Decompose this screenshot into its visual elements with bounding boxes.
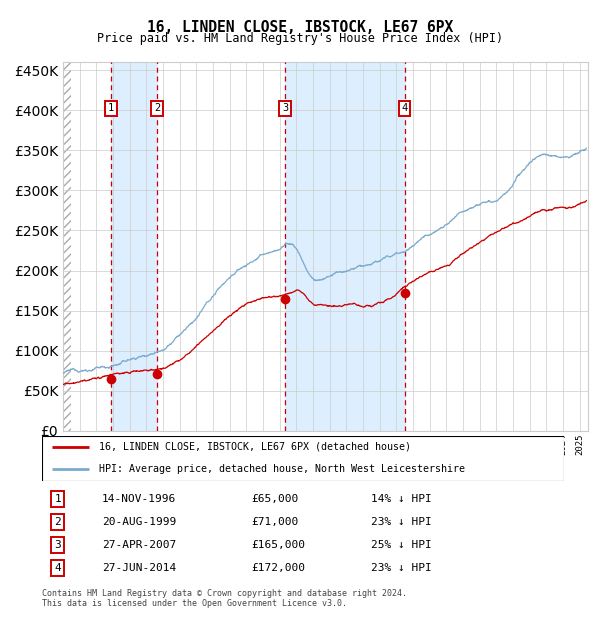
Text: 3: 3: [54, 540, 61, 550]
Text: 23% ↓ HPI: 23% ↓ HPI: [371, 563, 431, 573]
Text: 4: 4: [54, 563, 61, 573]
Text: 25% ↓ HPI: 25% ↓ HPI: [371, 540, 431, 550]
Text: 2: 2: [54, 516, 61, 527]
Text: 1: 1: [54, 494, 61, 503]
Text: 16, LINDEN CLOSE, IBSTOCK, LE67 6PX: 16, LINDEN CLOSE, IBSTOCK, LE67 6PX: [147, 20, 453, 35]
Text: HPI: Average price, detached house, North West Leicestershire: HPI: Average price, detached house, Nort…: [100, 464, 466, 474]
Text: 20-AUG-1999: 20-AUG-1999: [102, 516, 176, 527]
Text: 23% ↓ HPI: 23% ↓ HPI: [371, 516, 431, 527]
Text: 2: 2: [154, 103, 160, 113]
Text: £172,000: £172,000: [251, 563, 305, 573]
Text: £71,000: £71,000: [251, 516, 298, 527]
Text: £65,000: £65,000: [251, 494, 298, 503]
Text: Price paid vs. HM Land Registry's House Price Index (HPI): Price paid vs. HM Land Registry's House …: [97, 32, 503, 45]
Text: £165,000: £165,000: [251, 540, 305, 550]
Bar: [111, 62, 157, 431]
Text: 27-JUN-2014: 27-JUN-2014: [102, 563, 176, 573]
Text: 16, LINDEN CLOSE, IBSTOCK, LE67 6PX (detached house): 16, LINDEN CLOSE, IBSTOCK, LE67 6PX (det…: [100, 441, 412, 451]
Text: 14-NOV-1996: 14-NOV-1996: [102, 494, 176, 503]
Text: 4: 4: [401, 103, 407, 113]
FancyBboxPatch shape: [42, 436, 564, 480]
Text: 14% ↓ HPI: 14% ↓ HPI: [371, 494, 431, 503]
Text: 27-APR-2007: 27-APR-2007: [102, 540, 176, 550]
Bar: [285, 62, 404, 431]
Text: Contains HM Land Registry data © Crown copyright and database right 2024.
This d: Contains HM Land Registry data © Crown c…: [42, 589, 407, 608]
Text: 3: 3: [282, 103, 288, 113]
Bar: [63, 62, 71, 431]
Text: 1: 1: [108, 103, 114, 113]
